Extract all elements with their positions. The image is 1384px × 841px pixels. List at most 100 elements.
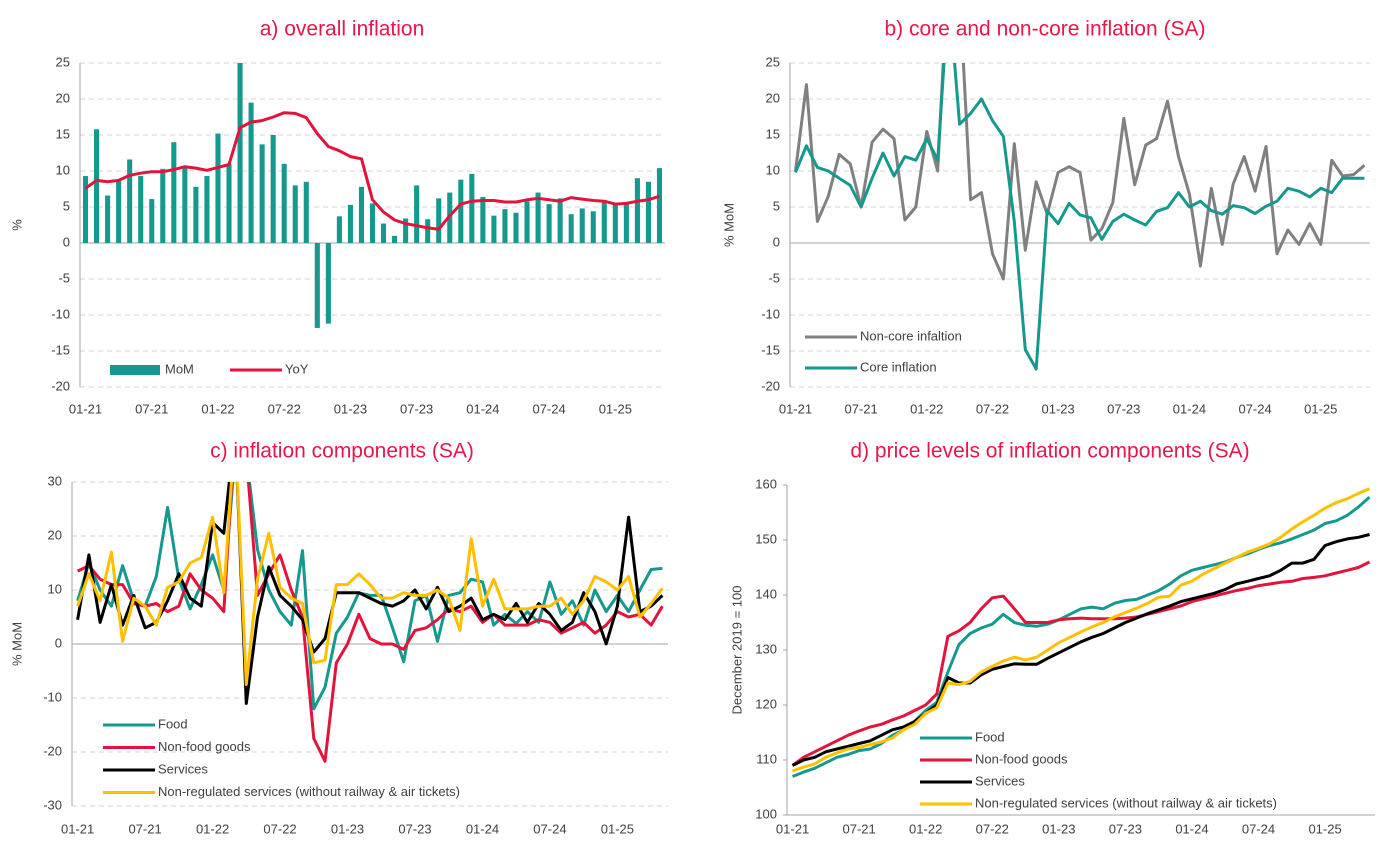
bar bbox=[645, 181, 651, 243]
x-tick-label: 07-24 bbox=[532, 401, 565, 416]
line bbox=[76, 482, 664, 686]
x-tick-label: 01-24 bbox=[466, 821, 499, 836]
y-tick-label: -30 bbox=[43, 797, 62, 812]
bar bbox=[127, 159, 133, 243]
y-tick-label: 10 bbox=[48, 581, 62, 596]
line bbox=[76, 482, 664, 705]
line bbox=[76, 482, 664, 763]
line bbox=[791, 533, 1370, 767]
bar bbox=[281, 163, 287, 243]
y-tick-label: 20 bbox=[766, 90, 780, 105]
x-tick-label: 01-21 bbox=[779, 401, 812, 416]
y-axis-title: December 2019 = 100 bbox=[729, 585, 744, 714]
y-tick-label: 150 bbox=[755, 531, 777, 546]
legend-label: Non-regulated services (without railway … bbox=[975, 795, 1277, 810]
y-tick-label: -10 bbox=[761, 306, 780, 321]
y-tick-label: 30 bbox=[48, 473, 62, 488]
x-tick-label: 07-23 bbox=[400, 401, 433, 416]
x-tick-label: 07-22 bbox=[976, 401, 1009, 416]
bar bbox=[116, 181, 122, 243]
line bbox=[84, 111, 660, 231]
y-tick-label: -20 bbox=[43, 743, 62, 758]
bar bbox=[392, 235, 398, 243]
x-tick-label: 07-24 bbox=[1242, 821, 1275, 836]
legend-label: Non-regulated services (without railway … bbox=[158, 784, 460, 799]
bar bbox=[336, 216, 342, 243]
y-tick-label: -15 bbox=[761, 342, 780, 357]
bar bbox=[82, 176, 89, 243]
y-tick-label: -20 bbox=[51, 378, 70, 393]
chart-title: a) overall inflation bbox=[260, 18, 425, 41]
y-tick-label: 25 bbox=[56, 54, 70, 69]
x-tick-label: 01-24 bbox=[1175, 821, 1208, 836]
y-tick-label: 120 bbox=[755, 696, 777, 711]
x-tick-label: 01-25 bbox=[1308, 821, 1341, 836]
x-tick-label: 07-21 bbox=[128, 821, 161, 836]
x-tick-label: 07-23 bbox=[1107, 401, 1140, 416]
bar bbox=[369, 203, 376, 243]
y-tick-label: -5 bbox=[58, 270, 70, 285]
bar bbox=[226, 163, 232, 243]
line bbox=[76, 482, 663, 711]
y-axis-title: % MoM bbox=[721, 203, 736, 247]
bar bbox=[237, 63, 243, 244]
y-tick-label: 25 bbox=[766, 54, 780, 69]
panel: c) inflation components (SA) % MoM -30 -20 -… bbox=[9, 440, 668, 836]
bar bbox=[105, 195, 111, 243]
x-tick-label: 01-22 bbox=[909, 821, 942, 836]
bar bbox=[292, 185, 298, 243]
chart-title: c) inflation components (SA) bbox=[210, 440, 474, 463]
x-tick-label: 01-22 bbox=[201, 401, 234, 416]
line bbox=[791, 495, 1371, 778]
bar bbox=[579, 208, 585, 243]
x-tick-label: 01-23 bbox=[1042, 821, 1075, 836]
bar bbox=[403, 218, 409, 243]
bar bbox=[535, 192, 541, 243]
bar bbox=[270, 135, 276, 243]
bar bbox=[524, 201, 530, 243]
y-tick-label: -10 bbox=[51, 306, 70, 321]
x-tick-label: 07-23 bbox=[1109, 821, 1142, 836]
x-tick-label: 07-21 bbox=[845, 401, 878, 416]
bar bbox=[303, 181, 309, 243]
bar bbox=[171, 142, 177, 243]
bar bbox=[204, 176, 210, 243]
y-tick-label: 15 bbox=[766, 126, 780, 141]
y-tick-label: 110 bbox=[756, 751, 777, 766]
bar bbox=[325, 243, 331, 324]
x-tick-label: 07-21 bbox=[842, 821, 875, 836]
plot-area bbox=[82, 63, 663, 328]
legend-label: Non-core infaltion bbox=[860, 328, 962, 343]
y-tick-label: 130 bbox=[755, 641, 777, 656]
legend-label: Services bbox=[158, 761, 208, 776]
x-tick-label: 07-24 bbox=[533, 821, 566, 836]
legend-label: Non-food goods bbox=[975, 751, 1068, 766]
plot-area bbox=[794, 63, 1366, 371]
y-tick-label: 0 bbox=[55, 635, 62, 650]
bar bbox=[469, 173, 475, 243]
line bbox=[791, 560, 1371, 767]
x-tick-label: 07-21 bbox=[135, 401, 168, 416]
panel: a) overall inflation% -20 -15 -10 -5 0 5 10 15 20… bbox=[9, 18, 665, 416]
bar bbox=[193, 186, 199, 243]
x-tick-label: 01-23 bbox=[334, 401, 367, 416]
bar bbox=[347, 204, 353, 243]
y-axis-title: % bbox=[9, 219, 24, 231]
legend-label: YoY bbox=[285, 361, 309, 376]
bar bbox=[425, 219, 431, 243]
x-tick-label: 01-21 bbox=[61, 821, 94, 836]
bar bbox=[612, 204, 618, 243]
y-tick-label: 5 bbox=[773, 198, 780, 213]
y-tick-label: -5 bbox=[768, 270, 780, 285]
plot-area bbox=[76, 482, 664, 763]
legend-label: Core inflation bbox=[860, 359, 937, 374]
plot-area bbox=[791, 487, 1371, 778]
panel: d) price levels of inflation components … bbox=[729, 440, 1375, 836]
legend-label: MoM bbox=[165, 361, 194, 376]
x-tick-label: 01-25 bbox=[601, 821, 634, 836]
bar bbox=[513, 212, 519, 243]
bar bbox=[623, 203, 629, 243]
bar bbox=[94, 129, 100, 243]
bar bbox=[182, 167, 188, 243]
x-tick-label: 07-23 bbox=[398, 821, 431, 836]
